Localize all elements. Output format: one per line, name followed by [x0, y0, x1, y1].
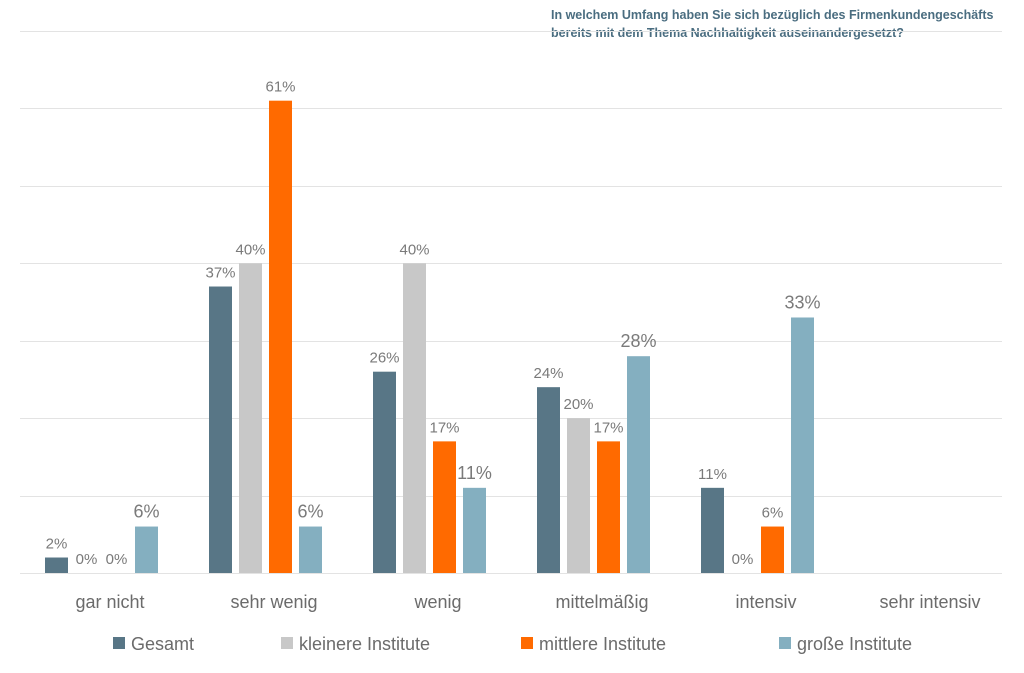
chart-title: In welchem Umfang haben Sie sich bezügli…: [551, 6, 1011, 42]
legend-swatch-kleinere-institute: [281, 637, 293, 649]
bar-gesamt-sehr-wenig: [209, 286, 232, 573]
category-label-intensiv: intensiv: [735, 592, 796, 612]
legend-label-grosse-institute: große Institute: [797, 634, 912, 654]
value-label-mittlere-institute-mittelmaessig: 17%: [593, 419, 623, 436]
value-label-kleinere-institute-intensiv: 0%: [732, 551, 754, 568]
bar-grosse-institute-sehr-wenig: [299, 526, 322, 573]
value-label-grosse-institute-wenig: 11%: [457, 463, 492, 483]
value-label-gesamt-mittelmaessig: 24%: [533, 365, 563, 382]
value-label-gesamt-wenig: 26%: [369, 350, 399, 367]
value-label-gesamt-sehr-wenig: 37%: [205, 265, 235, 282]
category-label-wenig: wenig: [413, 592, 461, 612]
legend-swatch-grosse-institute: [779, 637, 791, 649]
value-label-gesamt-intensiv: 11%: [698, 466, 727, 483]
chart-title-line-1: In welchem Umfang haben Sie sich bezügli…: [551, 8, 994, 22]
bar-mittlere-institute-wenig: [433, 441, 456, 573]
grid-layer: [20, 31, 1002, 574]
value-label-grosse-institute-intensiv: 33%: [784, 292, 820, 312]
category-label-gar-nicht: gar nicht: [75, 592, 144, 612]
value-label-gesamt-gar-nicht: 2%: [46, 536, 68, 553]
value-label-mittlere-institute-wenig: 17%: [429, 419, 459, 436]
bar-grosse-institute-gar-nicht: [135, 526, 158, 573]
legend-swatch-mittlere-institute: [521, 637, 533, 649]
legend-swatch-gesamt: [113, 637, 125, 649]
value-label-mittlere-institute-sehr-wenig: 61%: [265, 79, 295, 96]
value-label-grosse-institute-mittelmaessig: 28%: [620, 331, 656, 351]
bar-mittlere-institute-intensiv: [761, 526, 784, 573]
legend-label-kleinere-institute: kleinere Institute: [299, 634, 430, 654]
bar-grosse-institute-mittelmaessig: [627, 356, 650, 573]
bar-kleinere-institute-wenig: [403, 263, 426, 573]
value-label-layer: 2%0% 0%6%37%40%61%6%26%40%17%11%24%20%17%…: [46, 79, 821, 568]
value-label-kleinere-institute-mittelmaessig: 20%: [563, 396, 593, 413]
bar-grosse-institute-wenig: [463, 487, 486, 573]
category-label-sehr-intensiv: sehr intensiv: [879, 592, 980, 612]
value-label-kleinere-institute-sehr-wenig: 40%: [235, 241, 265, 258]
value-label-kleinere-institute-gar-nicht: 0%: [76, 551, 98, 568]
bar-kleinere-institute-mittelmaessig: [567, 418, 590, 573]
category-label-sehr-wenig: sehr wenig: [230, 592, 317, 612]
value-label-mittlere-institute-gar-nicht: 0%: [106, 551, 128, 568]
category-label-mittelmaessig: mittelmäßig: [555, 592, 648, 612]
legend-label-mittlere-institute: mittlere Institute: [539, 634, 666, 654]
value-label-mittlere-institute-intensiv: 6%: [762, 505, 784, 522]
value-label-grosse-institute-gar-nicht: 6%: [133, 502, 159, 522]
bar-grosse-institute-intensiv: [791, 317, 814, 573]
legend-label-gesamt: Gesamt: [131, 634, 194, 654]
bar-layer: [45, 100, 814, 573]
bar-mittlere-institute-sehr-wenig: [269, 100, 292, 573]
legend: Gesamt kleinere Institute mittlere Institu…: [113, 634, 912, 654]
bar-gesamt-mittelmaessig: [537, 387, 560, 573]
bar-gesamt-wenig: [373, 371, 396, 573]
bar-gesamt-intensiv: [701, 487, 724, 573]
bar-gesamt-gar-nicht: [45, 557, 68, 573]
value-label-grosse-institute-sehr-wenig: 6%: [297, 502, 323, 522]
value-label-kleinere-institute-wenig: 40%: [399, 241, 429, 258]
bar-kleinere-institute-sehr-wenig: [239, 263, 262, 573]
chart-title-line-2: bereits mit dem Thema Nachhaltigkeit aus…: [551, 26, 904, 40]
category-label-layer: gar nicht sehr wenig wenig mittelmäßig inten…: [75, 592, 980, 612]
bar-mittlere-institute-mittelmaessig: [597, 441, 620, 573]
